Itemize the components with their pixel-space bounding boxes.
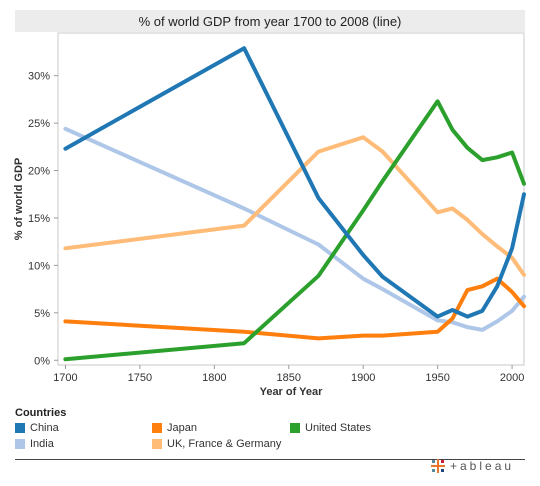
legend-label-japan: Japan bbox=[167, 422, 197, 434]
y-tick-label: 15% bbox=[28, 213, 50, 225]
legend-label-india: India bbox=[30, 438, 54, 450]
legend-item-china[interactable]: China bbox=[15, 422, 59, 434]
chart-title: % of world GDP from year 1700 to 2008 (l… bbox=[138, 13, 402, 29]
x-tick-label: 1750 bbox=[128, 372, 152, 384]
legend-title: Countries bbox=[15, 407, 67, 419]
y-tick-label: 30% bbox=[28, 71, 50, 83]
y-axis-title: % of world GDP bbox=[13, 158, 25, 241]
y-tick-label: 25% bbox=[28, 118, 50, 130]
x-tick-label: 1800 bbox=[202, 372, 226, 384]
legend-swatch-uk-france-germany bbox=[152, 439, 162, 449]
x-axis-title: Year of Year bbox=[260, 386, 324, 398]
legend-swatch-united-states bbox=[290, 423, 300, 433]
series-line-uk-france-germany bbox=[63, 135, 526, 277]
legend-item-india[interactable]: India bbox=[15, 438, 54, 450]
legend-item-united-states[interactable]: United States bbox=[290, 422, 371, 434]
x-tick-label: 1950 bbox=[425, 372, 449, 384]
legend-item-japan[interactable]: Japan bbox=[152, 422, 197, 434]
series-line-united-states bbox=[63, 99, 526, 362]
tableau-cross-icon bbox=[431, 459, 445, 473]
chart-title-bar: % of world GDP from year 1700 to 2008 (l… bbox=[15, 10, 525, 32]
legend-item-uk-france-germany[interactable]: UK, France & Germany bbox=[152, 438, 281, 450]
x-tick-label: 1850 bbox=[277, 372, 301, 384]
legend-label-china: China bbox=[30, 422, 59, 434]
series-line-india bbox=[63, 126, 526, 332]
x-tick-label: 2000 bbox=[500, 372, 524, 384]
legend-swatch-india bbox=[15, 439, 25, 449]
legend-label-uk-france-germany: UK, France & Germany bbox=[167, 438, 282, 450]
legend-divider bbox=[15, 459, 525, 460]
x-tick-label: 1700 bbox=[53, 372, 77, 384]
y-tick-label: 0% bbox=[34, 355, 50, 367]
tableau-logo[interactable]: +ableau bbox=[430, 458, 514, 474]
x-tick-label: 1900 bbox=[351, 372, 375, 384]
series-line-china bbox=[63, 46, 526, 319]
legend-swatch-china bbox=[15, 423, 25, 433]
y-tick-label: 20% bbox=[28, 166, 50, 178]
tableau-wordmark: +ableau bbox=[450, 459, 515, 473]
series-line-japan bbox=[63, 276, 526, 341]
y-tick-label: 10% bbox=[28, 260, 50, 272]
y-tick-label: 5% bbox=[34, 308, 50, 320]
legend-label-united-states: United States bbox=[305, 422, 372, 434]
legend-swatch-japan bbox=[152, 423, 162, 433]
